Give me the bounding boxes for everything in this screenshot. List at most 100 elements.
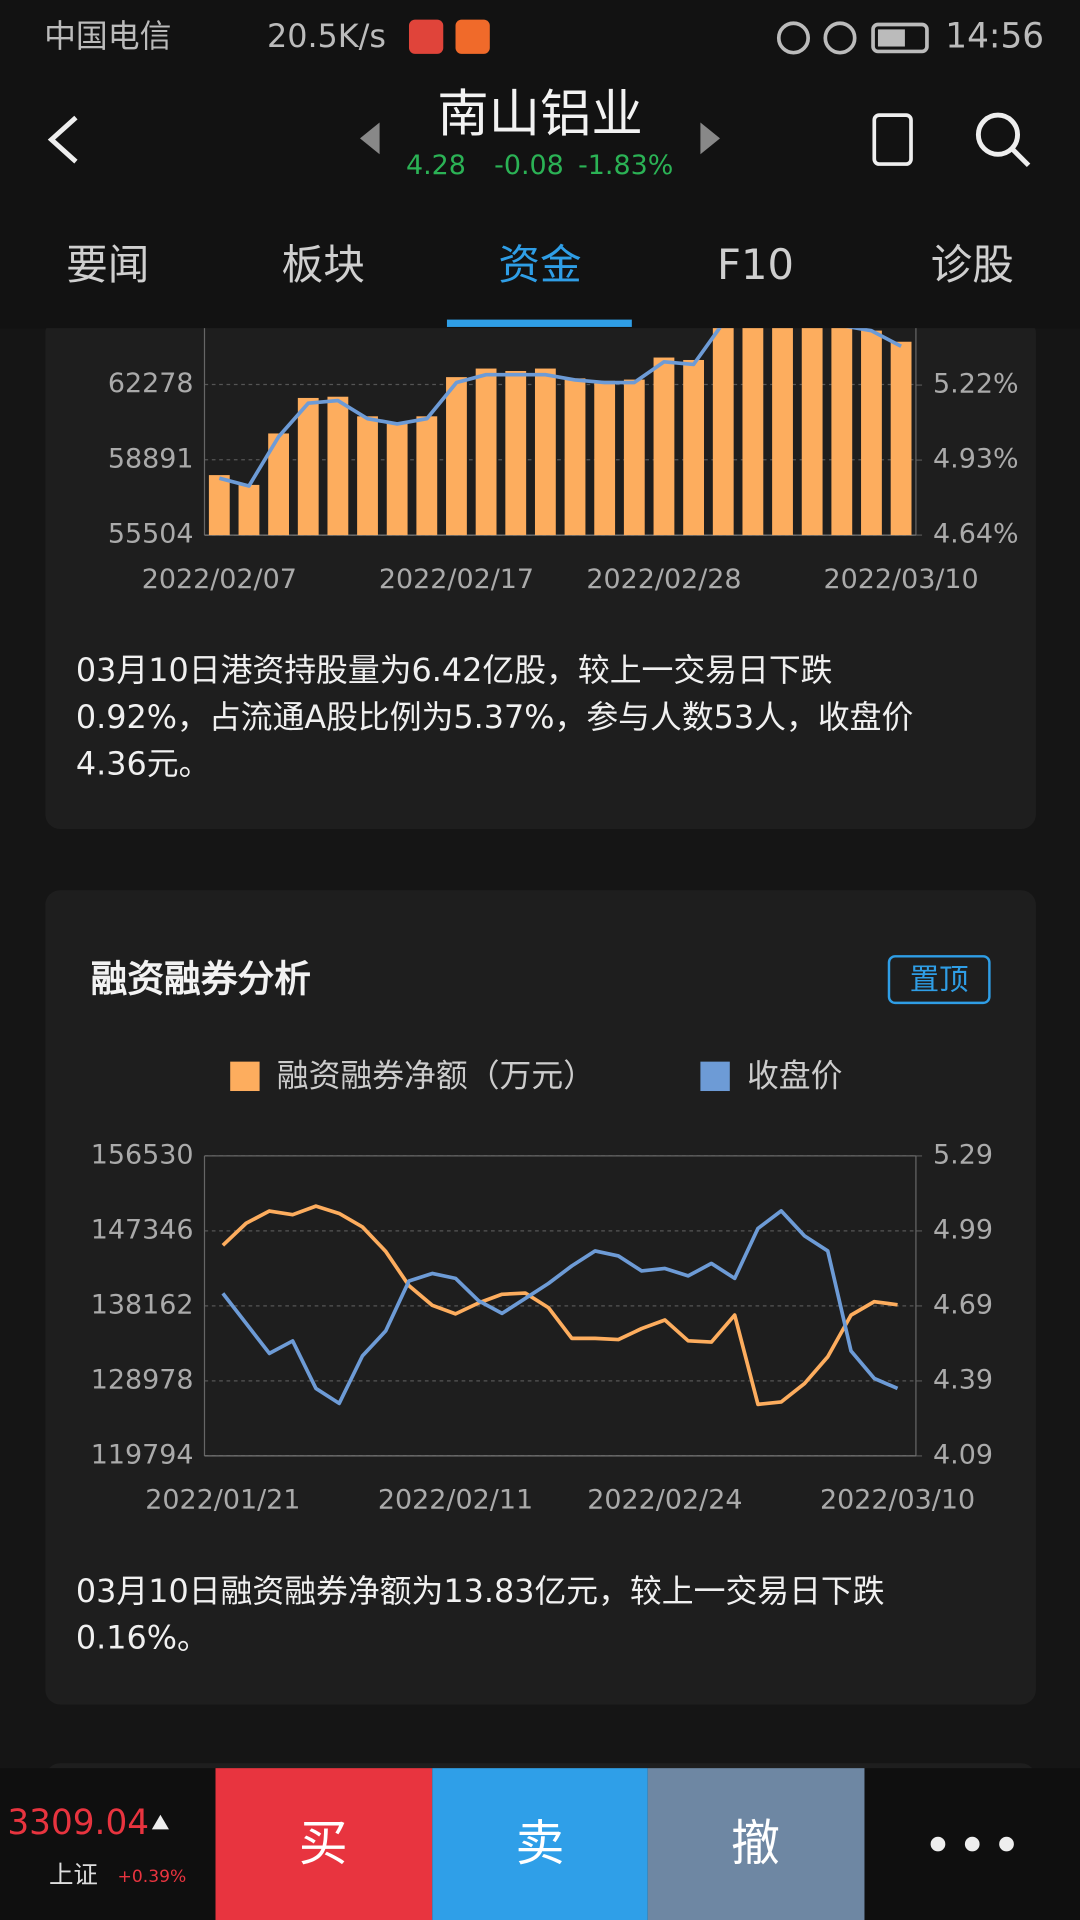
bar [386, 422, 408, 536]
next-stock[interactable] [700, 122, 720, 155]
description-line: 0.16%。 [76, 1619, 209, 1657]
line [221, 1209, 899, 1406]
card [45, 890, 1036, 1705]
tab[interactable]: F10 [717, 240, 794, 289]
bar [890, 341, 912, 536]
net-speed: 20.5K/s [267, 17, 386, 55]
eye-icon [776, 21, 810, 55]
y-tick-label: 156530 [91, 1139, 194, 1170]
y-tick-label: 119794 [91, 1439, 194, 1470]
sell-label[interactable]: 卖 [516, 1815, 565, 1872]
chart: 55504 58891 62278 4.64% 4.93% 5.22% 2022/02/07… [108, 328, 1019, 595]
bar [327, 396, 349, 536]
bar [564, 378, 586, 536]
bar [831, 328, 853, 536]
stock-change-pct: -1.83% [578, 150, 673, 181]
legend-swatch [700, 1061, 730, 1092]
sell-button[interactable] [432, 1768, 648, 1920]
y2-tick-label: 4.69 [933, 1289, 993, 1320]
y2-tick-label: 5.29 [933, 1139, 993, 1170]
y2-tick-label: 4.64% [933, 519, 1019, 550]
bar [534, 368, 556, 536]
index-value: 3309.04 [7, 1803, 149, 1843]
tab[interactable]: 诊股 [931, 240, 1014, 289]
description-line: 03月10日融资融券净额为13.83亿元，较上一交易日下跌 [76, 1572, 885, 1610]
bar [623, 379, 645, 536]
y2-tick-label: 4.93% [933, 444, 1019, 475]
x-tick-label: 2022/01/21 [145, 1485, 300, 1516]
y-tick-label: 58891 [108, 443, 194, 474]
buy-label[interactable]: 买 [299, 1815, 348, 1872]
bar [238, 484, 260, 536]
bar [268, 433, 290, 536]
pin-button[interactable] [887, 955, 991, 1005]
bar [505, 370, 527, 536]
app-icon [408, 19, 444, 54]
legend-swatch [230, 1061, 260, 1092]
search-button[interactable] [975, 112, 1020, 157]
search-handle [1010, 147, 1031, 168]
bar [801, 328, 823, 536]
cancel-label[interactable]: 撤 [731, 1815, 780, 1872]
x-tick-label: 2022/02/11 [378, 1485, 533, 1516]
bar [297, 397, 319, 536]
y2-tick-label: 4.39 [933, 1364, 993, 1395]
x-tick-label: 2022/03/10 [824, 564, 979, 595]
active-tab-indicator [446, 319, 632, 327]
tabs: 要闻 板块 资金 F10 诊股 [66, 240, 1014, 289]
stock-price: 4.28 [406, 150, 466, 181]
x-tick-label: 2022/02/07 [142, 564, 297, 595]
bar [861, 330, 882, 536]
y-tick-label: 128978 [91, 1364, 194, 1395]
index-change: +0.39% [118, 1867, 187, 1887]
y2-tick-label: 4.09 [933, 1439, 993, 1470]
y-tick-label: 147346 [91, 1214, 194, 1245]
y-tick-label: 55504 [108, 519, 194, 550]
description-line: 4.36元。 [76, 744, 211, 782]
app-icon [455, 19, 490, 54]
bar [208, 475, 230, 536]
bar [357, 416, 378, 536]
index-name: 上证 [49, 1860, 98, 1889]
y-tick-label: 62278 [108, 368, 194, 399]
tab[interactable]: 资金 [498, 240, 581, 289]
legend-label: 收盘价 [747, 1057, 843, 1095]
more-dot [930, 1836, 946, 1852]
card-title: 融资融券分析 [91, 957, 311, 1000]
buy-button[interactable] [215, 1768, 433, 1920]
x-tick-label: 2022/02/28 [586, 564, 741, 595]
more-dot [964, 1836, 980, 1852]
bar [683, 359, 705, 536]
prev-stock[interactable] [360, 122, 380, 155]
stock-change: -0.08 [494, 150, 564, 181]
y2-tick-label: 5.22% [933, 369, 1019, 400]
index-panel[interactable] [0, 1768, 216, 1920]
cancel-button[interactable] [647, 1768, 865, 1920]
tab-bar-bottom [0, 306, 1080, 329]
plot-area [208, 328, 912, 536]
bar [742, 328, 764, 536]
stock-name: 南山铝业 [437, 85, 643, 145]
y2-tick-label: 4.99 [933, 1214, 993, 1245]
screen-switch[interactable] [872, 113, 913, 166]
paragraphs: 03月10日港资持股量为6.42亿股，较上一交易日下跌 0.92%，占流通A股比例… [76, 651, 913, 1656]
x-tick-label: 2022/03/10 [820, 1485, 975, 1516]
description-line: 0.92%，占流通A股比例为5.37%，参与人数53人，收盘价 [76, 698, 913, 736]
chart: 119794 128978 138162 147346 156530 4.09 4.39 4.… [91, 1057, 993, 1516]
battery [871, 22, 929, 54]
bar [446, 377, 467, 536]
x-tick-label: 2022/02/17 [379, 564, 534, 595]
up-arrow [151, 1814, 169, 1830]
pin-button-label[interactable]: 置顶 [910, 962, 969, 996]
back-button[interactable] [47, 115, 78, 164]
tab[interactable]: 板块 [282, 240, 365, 289]
carrier: 中国电信 [44, 17, 171, 55]
bar [772, 328, 793, 536]
more-dot [999, 1836, 1014, 1852]
clock: 14:56 [945, 16, 1044, 56]
tab[interactable]: 要闻 [66, 240, 149, 289]
alarm-icon [823, 21, 857, 55]
bar [712, 328, 734, 536]
description-line: 03月10日港资持股量为6.42亿股，较上一交易日下跌 [76, 651, 833, 689]
